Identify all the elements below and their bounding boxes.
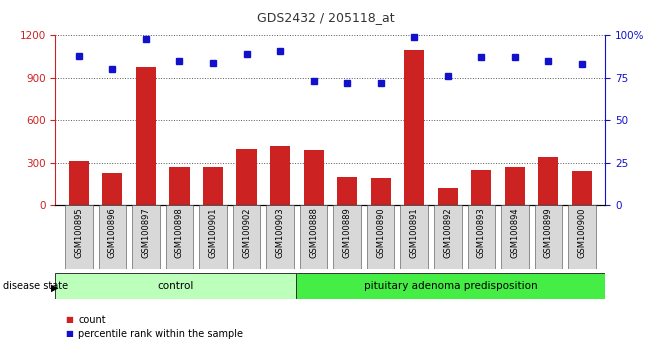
Text: disease state: disease state <box>3 281 68 291</box>
FancyBboxPatch shape <box>296 273 605 299</box>
Text: count: count <box>78 315 105 325</box>
FancyBboxPatch shape <box>98 205 126 269</box>
Text: GSM100902: GSM100902 <box>242 207 251 258</box>
Bar <box>136 67 156 205</box>
FancyBboxPatch shape <box>534 205 562 269</box>
Bar <box>404 50 424 205</box>
FancyBboxPatch shape <box>400 205 428 269</box>
Text: GSM100890: GSM100890 <box>376 207 385 258</box>
Text: GSM100895: GSM100895 <box>74 207 83 258</box>
FancyBboxPatch shape <box>65 205 92 269</box>
FancyBboxPatch shape <box>367 205 395 269</box>
Text: GSM100896: GSM100896 <box>108 207 117 258</box>
Text: GSM100898: GSM100898 <box>175 207 184 258</box>
FancyBboxPatch shape <box>568 205 596 269</box>
Text: GSM100901: GSM100901 <box>208 207 217 258</box>
Text: GSM100894: GSM100894 <box>510 207 519 258</box>
Bar <box>270 146 290 205</box>
Text: GDS2432 / 205118_at: GDS2432 / 205118_at <box>256 11 395 24</box>
Text: GSM100899: GSM100899 <box>544 207 553 258</box>
Bar <box>69 161 89 205</box>
Text: GSM100897: GSM100897 <box>141 207 150 258</box>
Text: ▶: ▶ <box>51 282 59 292</box>
Bar <box>236 149 256 205</box>
Text: GSM100891: GSM100891 <box>409 207 419 258</box>
Bar <box>203 167 223 205</box>
Text: GSM100889: GSM100889 <box>342 207 352 258</box>
Bar <box>471 170 492 205</box>
FancyBboxPatch shape <box>333 205 361 269</box>
Text: GSM100892: GSM100892 <box>443 207 452 258</box>
Bar <box>538 157 559 205</box>
Bar <box>370 178 391 205</box>
Bar <box>303 150 324 205</box>
FancyBboxPatch shape <box>266 205 294 269</box>
Text: GSM100903: GSM100903 <box>275 207 284 258</box>
FancyBboxPatch shape <box>467 205 495 269</box>
Text: pituitary adenoma predisposition: pituitary adenoma predisposition <box>364 281 538 291</box>
Text: control: control <box>158 281 194 291</box>
Bar <box>572 171 592 205</box>
Bar <box>169 167 189 205</box>
FancyBboxPatch shape <box>233 205 260 269</box>
Text: ■: ■ <box>65 315 73 324</box>
FancyBboxPatch shape <box>166 205 193 269</box>
FancyBboxPatch shape <box>434 205 462 269</box>
Bar <box>102 173 122 205</box>
FancyBboxPatch shape <box>501 205 529 269</box>
Bar <box>505 167 525 205</box>
FancyBboxPatch shape <box>199 205 227 269</box>
Bar <box>437 188 458 205</box>
FancyBboxPatch shape <box>300 205 327 269</box>
Text: GSM100893: GSM100893 <box>477 207 486 258</box>
Text: GSM100900: GSM100900 <box>577 207 587 258</box>
Text: GSM100888: GSM100888 <box>309 207 318 258</box>
Text: percentile rank within the sample: percentile rank within the sample <box>78 329 243 339</box>
Text: ■: ■ <box>65 329 73 338</box>
Bar <box>337 177 357 205</box>
FancyBboxPatch shape <box>132 205 159 269</box>
FancyBboxPatch shape <box>55 273 296 299</box>
